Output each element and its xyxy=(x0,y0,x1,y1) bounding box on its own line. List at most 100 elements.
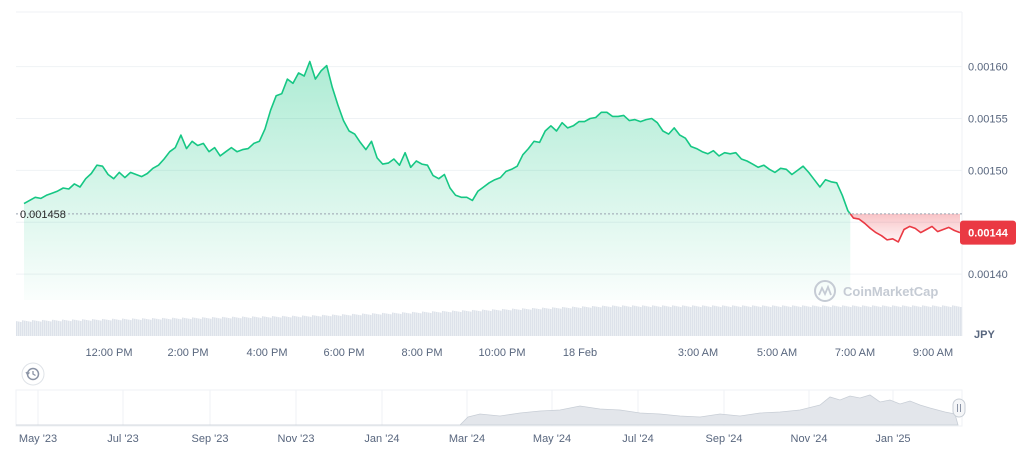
x-tick-label: 5:00 AM xyxy=(757,347,797,359)
volume-bar xyxy=(788,306,790,336)
volume-bar xyxy=(316,315,318,336)
volume-bar xyxy=(120,320,122,336)
volume-bar xyxy=(786,306,788,336)
volume-bar xyxy=(190,319,192,336)
volume-bar xyxy=(812,305,814,336)
history-button[interactable] xyxy=(21,362,45,386)
volume-bar xyxy=(206,317,208,336)
volume-bar xyxy=(212,317,214,336)
volume-bar xyxy=(138,319,140,336)
volume-bar xyxy=(602,305,604,336)
navigator-handle[interactable] xyxy=(952,398,966,418)
volume-bar xyxy=(150,319,152,336)
volume-bar xyxy=(202,317,204,336)
volume-bar xyxy=(458,311,460,336)
volume-bar xyxy=(920,307,922,336)
volume-bar xyxy=(692,305,694,336)
volume-bar xyxy=(694,305,696,336)
navigator-label: Sep '23 xyxy=(192,433,229,445)
volume-bar xyxy=(578,307,580,336)
volume-bar xyxy=(46,320,48,336)
volume-bar xyxy=(916,306,918,336)
navigator-label: Mar '24 xyxy=(449,433,485,445)
volume-bar xyxy=(92,319,94,336)
volume-bar xyxy=(482,309,484,336)
volume-bar xyxy=(126,319,128,336)
volume-bar xyxy=(752,305,754,336)
volume-bar xyxy=(422,311,424,336)
volume-bar xyxy=(708,306,710,336)
volume-bar xyxy=(86,320,88,336)
volume-bar xyxy=(124,318,126,336)
volume-bar xyxy=(30,321,32,336)
volume-bar xyxy=(588,307,590,336)
volume-bar xyxy=(930,307,932,336)
volume-bar xyxy=(852,305,854,336)
volume-bar xyxy=(418,312,420,336)
volume-bar xyxy=(830,307,832,336)
volume-bar xyxy=(684,305,686,336)
volume-bar xyxy=(58,320,60,336)
volume-bar xyxy=(740,307,742,336)
volume-bar xyxy=(470,311,472,336)
volume-bar xyxy=(780,307,782,336)
volume-bar xyxy=(870,307,872,336)
volume-bar xyxy=(798,306,800,336)
volume-bar xyxy=(184,317,186,336)
volume-bar xyxy=(38,321,40,336)
volume-bar xyxy=(526,308,528,336)
volume-bar xyxy=(148,319,150,336)
volume-bar xyxy=(590,307,592,336)
volume-bar xyxy=(426,312,428,336)
volume-bar xyxy=(598,307,600,336)
volume-bar xyxy=(456,311,458,336)
volume-bar xyxy=(768,306,770,336)
y-tick-label: 0.00155 xyxy=(968,114,1008,126)
volume-bar xyxy=(132,318,134,336)
volume-bar xyxy=(864,305,866,336)
up-area xyxy=(24,61,851,300)
volume-bar xyxy=(444,311,446,336)
volume-bar xyxy=(766,306,768,336)
volume-bar xyxy=(808,306,810,336)
volume-bar xyxy=(330,316,332,336)
volume-bar xyxy=(396,313,398,336)
volume-bar xyxy=(914,305,916,336)
volume-bar xyxy=(760,307,762,336)
volume-bar xyxy=(298,316,300,336)
volume-bar xyxy=(790,307,792,336)
volume-bar xyxy=(380,314,382,336)
volume-bar xyxy=(718,306,720,336)
volume-bar xyxy=(134,318,136,336)
volume-bar xyxy=(214,317,216,336)
volume-bar xyxy=(414,312,416,336)
y-tick-label: 0.00160 xyxy=(968,62,1008,74)
volume-bar xyxy=(64,319,66,336)
volume-bar xyxy=(782,305,784,336)
volume-bar xyxy=(386,313,388,336)
volume-bar xyxy=(882,305,884,336)
coinmarketcap-watermark: CoinMarketCap xyxy=(814,280,938,302)
volume-bar xyxy=(448,311,450,336)
range-navigator[interactable] xyxy=(15,389,966,427)
volume-bar xyxy=(542,307,544,336)
volume-bar xyxy=(350,315,352,336)
volume-bar xyxy=(910,307,912,336)
volume-bar xyxy=(144,318,146,336)
volume-bar xyxy=(772,305,774,336)
volume-bar xyxy=(508,309,510,336)
volume-bar xyxy=(428,312,430,336)
volume-bar xyxy=(76,320,78,336)
volume-bar xyxy=(828,306,830,336)
volume-bar xyxy=(638,306,640,336)
volume-bar xyxy=(596,306,598,336)
x-tick-label: 2:00 PM xyxy=(168,347,209,359)
volume-bar xyxy=(762,305,764,336)
volume-bar xyxy=(308,316,310,336)
volume-bar xyxy=(362,313,364,336)
volume-bar xyxy=(960,307,962,336)
volume-bar xyxy=(312,315,314,336)
volume-bar xyxy=(858,306,860,336)
volume-bar xyxy=(128,319,130,336)
volume-bar xyxy=(868,306,870,336)
